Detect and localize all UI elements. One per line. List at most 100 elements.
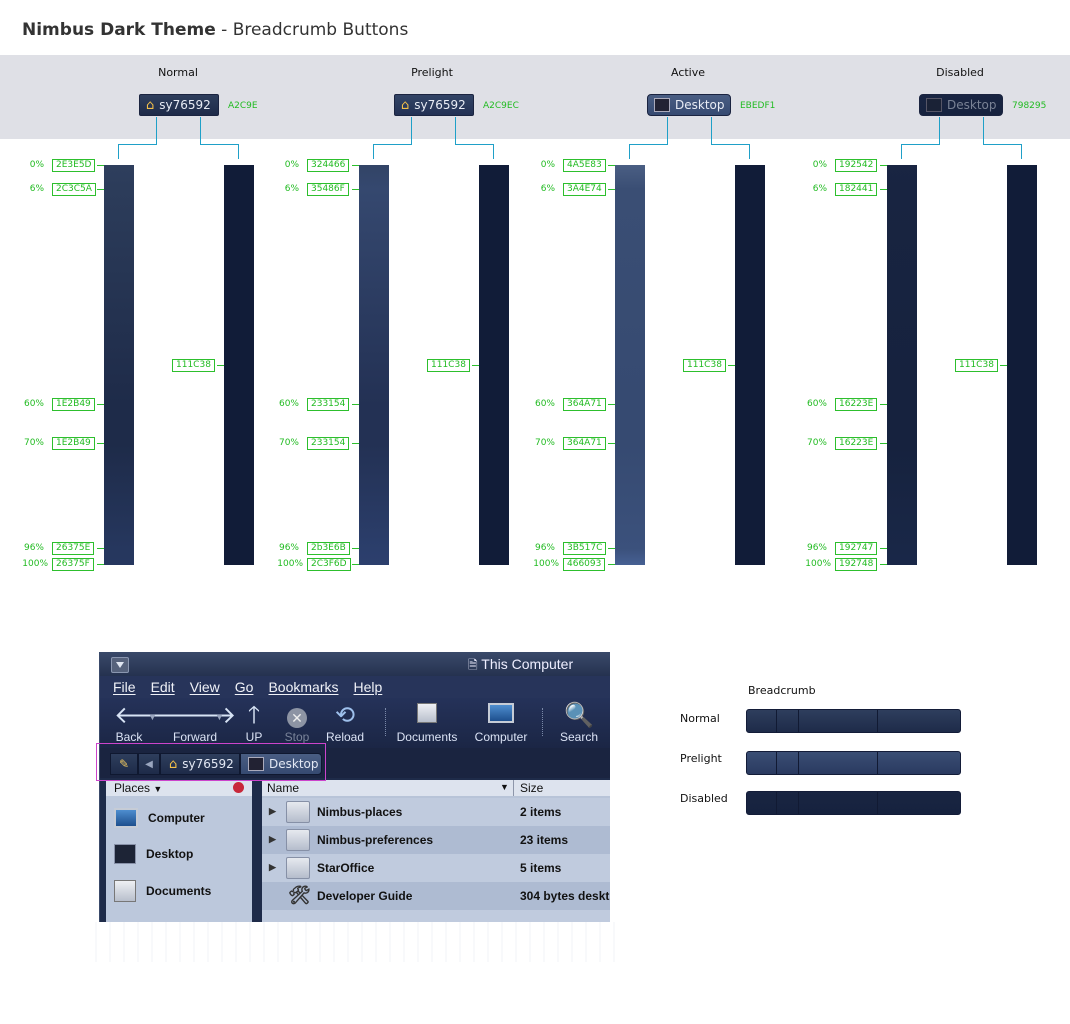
search-icon: 🔍 bbox=[564, 702, 594, 729]
preview-label-disabled: Disabled bbox=[680, 792, 728, 805]
connector bbox=[629, 117, 668, 145]
column-size[interactable]: Size bbox=[520, 781, 544, 795]
pencil-icon: ✎ bbox=[118, 757, 130, 771]
stop-pct: 96% bbox=[534, 543, 555, 553]
sample-button-active[interactable]: Desktop bbox=[647, 94, 731, 116]
window-menu-button[interactable] bbox=[111, 657, 129, 673]
stop-pct: 60% bbox=[278, 399, 299, 409]
stop-pct: 60% bbox=[534, 399, 555, 409]
search-button[interactable]: 🔍 Search bbox=[559, 702, 599, 744]
breadcrumb-back-button[interactable]: ◀ bbox=[138, 753, 160, 775]
connector bbox=[118, 144, 120, 159]
table-row[interactable]: 🛠 Developer Guide 304 bytes deskt bbox=[262, 882, 610, 910]
up-button[interactable]: 🡑 UP bbox=[243, 702, 265, 744]
table-row[interactable] bbox=[262, 910, 610, 922]
stop-icon: ✕ bbox=[282, 702, 312, 730]
stop-color: 192542 bbox=[835, 159, 878, 172]
close-sidebar-icon[interactable] bbox=[233, 782, 244, 793]
breadcrumb-home[interactable]: ⌂ sy76592 bbox=[160, 753, 240, 775]
sample-button-prelight[interactable]: ⌂ sy76592 bbox=[394, 94, 474, 116]
table-row[interactable]: ▶ Nimbus-places 2 items bbox=[262, 798, 610, 826]
places-header[interactable]: Places ▼ bbox=[106, 780, 252, 796]
place-desktop[interactable]: Desktop bbox=[114, 844, 193, 864]
stop-color: 182441 bbox=[835, 183, 878, 196]
place-computer[interactable]: Computer bbox=[114, 808, 205, 828]
stop-pct: 100% bbox=[22, 559, 48, 569]
preview-breadcrumb-prelight[interactable] bbox=[746, 751, 961, 775]
stop-pct: 6% bbox=[812, 184, 827, 194]
border-color: 111C38 bbox=[955, 359, 998, 372]
expand-icon[interactable]: ▶ bbox=[269, 806, 276, 816]
computer-button[interactable]: Computer bbox=[473, 702, 529, 744]
connector bbox=[373, 144, 375, 159]
stop-color: 16223E bbox=[835, 398, 878, 411]
gradient-strip-active bbox=[615, 165, 645, 565]
menu-view[interactable]: View bbox=[189, 679, 220, 695]
preview-breadcrumb-normal[interactable] bbox=[746, 709, 961, 733]
menu-edit[interactable]: Edit bbox=[150, 679, 175, 695]
state-label-active: Active bbox=[670, 66, 706, 79]
breadcrumb-desktop[interactable]: Desktop bbox=[240, 753, 322, 775]
table-row[interactable]: ▶ StarOffice 5 items bbox=[262, 854, 610, 882]
computer-icon bbox=[114, 808, 138, 828]
stop-color: 16223E bbox=[835, 437, 878, 450]
expand-icon[interactable]: ▶ bbox=[269, 834, 276, 844]
preview-label-normal: Normal bbox=[680, 712, 720, 725]
stop-pct: 0% bbox=[284, 160, 299, 170]
border-strip-prelight bbox=[479, 165, 509, 565]
file-list: Name ▼ Size ▶ Nimbus-places 2 items ▶ Ni… bbox=[262, 780, 610, 922]
desktop-icon bbox=[926, 98, 942, 112]
menu-bar: File Edit View Go Bookmarks Help bbox=[100, 676, 610, 698]
desktop-icon bbox=[248, 757, 264, 771]
forward-button[interactable]: 🡒 Forward bbox=[172, 702, 237, 744]
forward-dropdown-icon[interactable]: ▼ bbox=[215, 712, 224, 722]
preview-title: Breadcrumb bbox=[748, 684, 816, 697]
stop-color: 1E2B49 bbox=[52, 437, 95, 450]
launcher-icon: 🛠 bbox=[288, 885, 311, 905]
connector bbox=[200, 117, 239, 145]
documents-button[interactable]: Documents bbox=[396, 702, 458, 744]
stop-color: 1E2B49 bbox=[52, 398, 95, 411]
stop-color: 2b3E6B bbox=[307, 542, 350, 555]
stop-pct: 70% bbox=[534, 438, 555, 448]
reload-button[interactable]: ⟲ Reload bbox=[325, 702, 365, 744]
folder-icon bbox=[286, 829, 310, 851]
edit-location-button[interactable]: ✎ bbox=[110, 753, 138, 775]
menu-bookmarks[interactable]: Bookmarks bbox=[268, 679, 339, 695]
back-button[interactable]: 🡐 Back bbox=[114, 702, 179, 744]
connector bbox=[629, 144, 631, 159]
connector bbox=[983, 117, 1022, 145]
stop-button[interactable]: ✕ Stop bbox=[282, 702, 312, 744]
menu-go[interactable]: Go bbox=[234, 679, 254, 695]
desktop-icon bbox=[114, 844, 136, 864]
stop-pct: 6% bbox=[29, 184, 44, 194]
border-color: 111C38 bbox=[683, 359, 726, 372]
back-dropdown-icon[interactable]: ▼ bbox=[148, 712, 157, 722]
folder-icon bbox=[286, 801, 310, 823]
state-label-prelight: Prelight bbox=[411, 66, 453, 79]
connector bbox=[749, 144, 751, 159]
sample-button-normal[interactable]: ⌂ sy76592 bbox=[139, 94, 219, 116]
stop-pct: 100% bbox=[533, 559, 559, 569]
stop-color: 2C3F6D bbox=[307, 558, 351, 571]
table-row[interactable]: ▶ Nimbus-preferences 23 items bbox=[262, 826, 610, 854]
border-color: 111C38 bbox=[172, 359, 215, 372]
connector bbox=[901, 117, 940, 145]
border-color: 111C38 bbox=[427, 359, 470, 372]
sort-icon[interactable]: ▼ bbox=[500, 782, 509, 792]
menu-file[interactable]: File bbox=[113, 679, 136, 695]
window-title: 🗎 This Computer bbox=[468, 656, 574, 672]
stop-color: 324466 bbox=[307, 159, 350, 172]
page-title: Nimbus Dark Theme - Breadcrumb Buttons bbox=[22, 20, 409, 40]
reload-icon: ⟲ bbox=[334, 702, 356, 729]
stop-pct: 0% bbox=[29, 160, 44, 170]
column-name[interactable]: Name bbox=[267, 781, 300, 795]
expand-icon[interactable]: ▶ bbox=[269, 862, 276, 872]
menu-help[interactable]: Help bbox=[353, 679, 383, 695]
stop-color: 192747 bbox=[835, 542, 878, 555]
place-documents[interactable]: Documents bbox=[114, 880, 211, 902]
chevron-left-icon: ◀ bbox=[145, 758, 153, 770]
home-icon: ⌂ bbox=[401, 97, 410, 113]
connector bbox=[1021, 144, 1023, 159]
stop-color: 233154 bbox=[307, 398, 350, 411]
